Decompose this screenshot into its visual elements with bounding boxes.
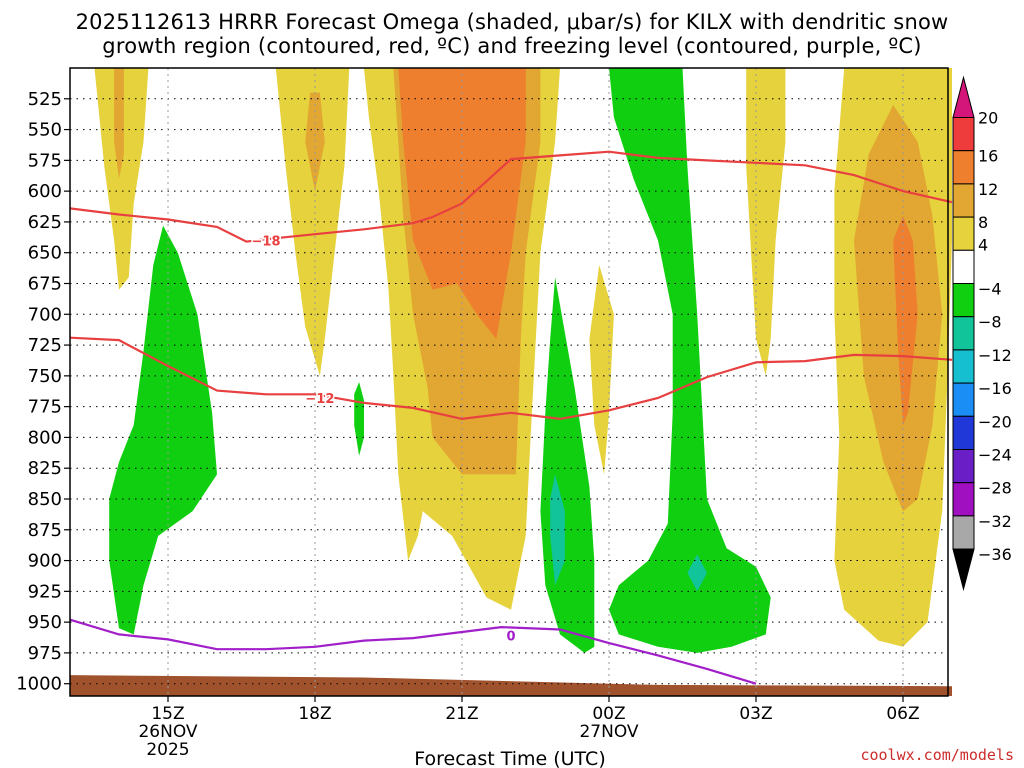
x-tick-label: 00Z [592,704,625,724]
colorbar-label: 12 [978,180,998,199]
freezing-level-0-line [69,618,757,685]
colorbar-arrow-top [952,75,975,118]
x-tick-label: 21Z [445,704,478,724]
y-tick-label: 800 [28,427,62,448]
colorbar-label: −32 [978,512,1012,531]
y-tick-label: 950 [28,612,62,633]
ground-terrain [70,675,952,696]
y-tick-label: 725 [28,335,62,356]
x-tick-label: 06Z [886,704,919,724]
contour-label: −18 [252,234,281,249]
colorbar-label: −12 [978,346,1012,365]
colorbar-label: 4 [978,235,988,254]
y-tick-label: 750 [28,366,62,387]
colorbar-bin [952,415,975,450]
shaded-region-13 [354,382,364,456]
y-tick-label: 900 [28,551,62,572]
colorbar-label: −28 [978,479,1012,498]
shaded-region-8 [114,68,124,179]
colorbar-label: 8 [978,213,988,232]
y-tick-label: 575 [28,150,62,171]
y-tick-label: 700 [28,304,62,325]
x-tick-label: 18Z [298,704,331,724]
colorbar-bin [952,449,975,484]
x-tick-label: 03Z [739,704,772,724]
shaded-region-11 [893,215,918,426]
colorbar-label: 20 [978,109,998,128]
x-tick-year: 2025 [146,740,189,760]
colorbar-label: −16 [978,379,1012,398]
gridlines [70,68,948,696]
colorbar-label: 16 [978,147,998,166]
y-tick-label: 975 [28,643,62,664]
y-tick-label: 550 [28,120,62,141]
colorbar-bin [952,316,975,351]
colorbar-label: −4 [978,280,1002,299]
y-tick-label: 925 [28,581,62,602]
shaded-region-3 [589,265,614,475]
colorbar-label: −36 [978,545,1012,564]
y-tick-label: 600 [28,181,62,202]
colorbar-label: −24 [978,446,1012,465]
colorbar-bin [952,283,975,318]
colorbar-bin [952,117,975,152]
colorbar-bin [952,216,975,251]
colorbar-bin [952,515,975,550]
shaded-region-12 [109,225,217,635]
omega-shading [94,68,952,653]
y-tick-label: 825 [28,458,62,479]
dgz-bottom-minus12-line [69,336,953,421]
shaded-region-14 [540,277,595,653]
plot-frame [69,67,949,697]
colorbar-bin [952,150,975,185]
chart-title-line1: 2025112613 HRRR Forecast Omega (shaded, … [75,10,949,34]
colorbar-bin [952,349,975,384]
y-tick-label: 650 [28,243,62,264]
y-tick-label: 850 [28,489,62,510]
contour-lines [69,150,953,685]
colorbar-bin [952,382,975,417]
x-tick-date: 27NOV [579,722,638,742]
shaded-region-1 [275,68,350,376]
x-tick-date: 26NOV [138,722,197,742]
dgz-top-minus18-line [69,150,953,243]
colorbar-bin [952,183,975,218]
y-tick-label: 875 [28,520,62,541]
terrain-fill [70,675,952,696]
colorbar-bin [952,482,975,517]
colorbar: 20 16 12 8 4 −4 −8 −12 −16 −20 −24 −28 −32 −36 [952,75,1012,592]
shaded-region-15 [609,68,771,653]
chart-title-line2: growth region (contoured, red, ºC) and f… [102,34,922,58]
contour-label: 0 [506,630,515,645]
contour-labels: −18 −12 0 [250,233,517,646]
contour-label: −12 [305,392,334,407]
colorbar-arrow-bottom [952,548,975,592]
x-tick-label: 15Z [151,704,184,724]
shaded-region-0 [94,68,149,290]
shaded-region-17 [687,554,707,592]
y-tick-label: 675 [28,273,62,294]
y-tick-label: 775 [28,397,62,418]
colorbar-label: −8 [978,313,1002,332]
credit-link[interactable]: coolwx.com/models [860,746,1014,764]
y-axis: 525 550 575 600 625 650 675 700 725 750 775 800 825 8… [16,89,70,695]
y-tick-label: 625 [28,212,62,233]
colorbar-label: −20 [978,412,1012,431]
y-tick-label: 1000 [16,674,62,695]
x-axis-title: Forecast Time (UTC) [414,748,605,768]
y-tick-label: 525 [28,89,62,110]
colorbar-bin [952,249,975,285]
